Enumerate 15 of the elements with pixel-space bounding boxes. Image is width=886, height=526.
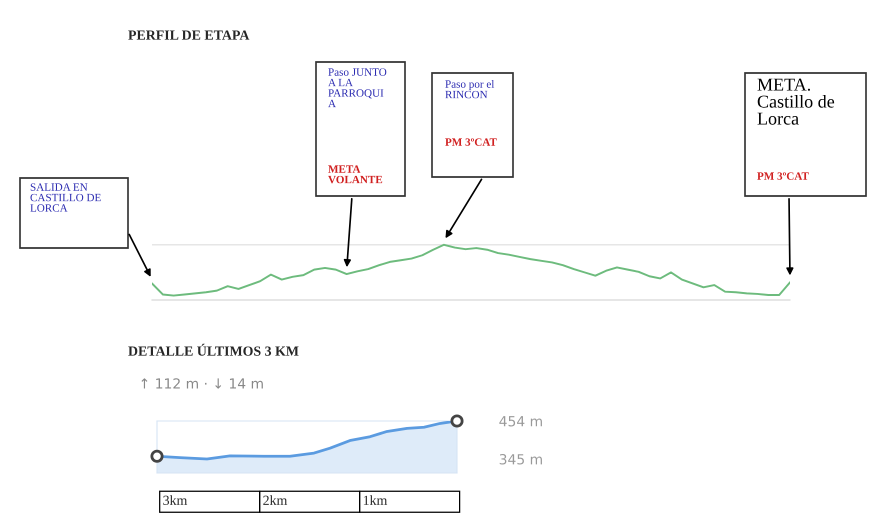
chart-title: DETALLE ÚLTIMOS 3 KM [128,344,299,356]
x-tick-label: 3km [163,495,188,505]
y-tick-label: 345 m [500,454,542,465]
text: META. Castillo de Lorca [758,78,834,125]
x-tick-label: 1km [364,495,388,505]
chart-title: PERFIL DE ETAPA [128,30,250,40]
text: Paso JUNTO A LA PARROQUI A [328,68,386,108]
text: SALIDA EN CASTILLO DE LORCA [30,183,101,212]
text: META VOLANTE [328,165,382,184]
text: PM 3ºCAT [445,138,497,146]
chart-subtitle: ↑ 112 m · ↓ 14 m [141,378,263,389]
y-tick-label: 454 m [499,416,542,426]
x-tick-label: 2km [263,495,288,505]
text: Paso por el RINCON [445,80,494,98]
text: PM 3ºCAT [757,172,809,180]
